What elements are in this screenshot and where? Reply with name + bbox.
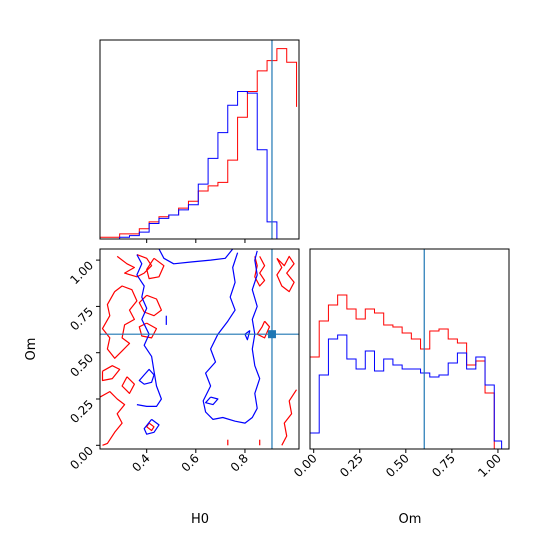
h0-hist-series-2 bbox=[100, 90, 297, 240]
contour-series-2-level-5 bbox=[136, 254, 162, 407]
contour-series-1-level-2 bbox=[101, 285, 138, 359]
contour-series-2-level-7 bbox=[205, 396, 219, 406]
contour-series-1-level-1 bbox=[116, 254, 153, 278]
om-hist-lines bbox=[310, 294, 503, 450]
h0-tick-label-0.6: 0.6 bbox=[179, 451, 202, 474]
contour-series-1-level-4 bbox=[100, 391, 126, 446]
contour-series-1-level-13 bbox=[281, 389, 298, 446]
om-y-tick-label-0.00: 0.00 bbox=[67, 444, 96, 473]
contour-series-2-level-3 bbox=[138, 368, 155, 385]
contour-series-1-level-8 bbox=[138, 322, 158, 339]
om-y-tick-label-1.00: 1.00 bbox=[67, 258, 96, 287]
contour-series-1-level-7 bbox=[138, 294, 162, 317]
h0-hist-frame bbox=[99, 39, 300, 240]
contour-series-1-level-11 bbox=[276, 255, 295, 293]
contour-frame bbox=[99, 248, 300, 450]
x-axis-label-om: Om bbox=[399, 512, 422, 527]
contour-series-2-level-1 bbox=[158, 249, 234, 265]
contour-series-2-level-4 bbox=[143, 418, 160, 435]
truth-marker bbox=[267, 330, 276, 339]
y-axis-label-om: Om bbox=[24, 338, 39, 361]
contour-series-2-level-6 bbox=[202, 250, 261, 424]
contour-lines bbox=[100, 249, 298, 446]
om-y-tick-label-0.25: 0.25 bbox=[67, 397, 96, 426]
contour-series-1-level-3 bbox=[101, 365, 121, 382]
om-x-tick-label-0.75: 0.75 bbox=[429, 451, 458, 480]
contour-series-1-level-6 bbox=[146, 257, 165, 280]
contour-series-1-level-5 bbox=[121, 376, 135, 394]
h0-histogram-panel bbox=[99, 39, 300, 243]
h0-hist-series-1 bbox=[99, 48, 298, 239]
h0-tick-label-0.8: 0.8 bbox=[228, 451, 251, 474]
om-hist-frame bbox=[309, 248, 510, 450]
h0-tick-label-0.4: 0.4 bbox=[129, 451, 152, 474]
contour-series-1-level-10 bbox=[254, 256, 266, 287]
om-x-tick-label-0.00: 0.00 bbox=[291, 451, 320, 480]
om-hist-series-1 bbox=[310, 294, 502, 450]
h0-om-contour-panel: 0.4 0.6 0.8 0.00 0.25 0.50 0.75 1.00 bbox=[67, 248, 300, 475]
om-x-tick-label-0.25: 0.25 bbox=[337, 451, 366, 480]
om-histogram-panel: 0.00 0.25 0.50 0.75 1.00 bbox=[291, 248, 510, 480]
om-x-tick-label-0.50: 0.50 bbox=[383, 451, 412, 480]
x-axis-label-h0: H0 bbox=[191, 512, 209, 527]
contour-series-2-level-8 bbox=[244, 330, 251, 341]
om-y-tick-label-0.50: 0.50 bbox=[67, 351, 96, 380]
contour-series-1-level-12 bbox=[256, 320, 271, 339]
om-hist-series-2 bbox=[310, 334, 503, 449]
om-x-tick-label-1.00: 1.00 bbox=[475, 451, 504, 480]
contour-series-1-level-9 bbox=[146, 422, 155, 432]
om-y-tick-label-0.75: 0.75 bbox=[67, 305, 96, 334]
